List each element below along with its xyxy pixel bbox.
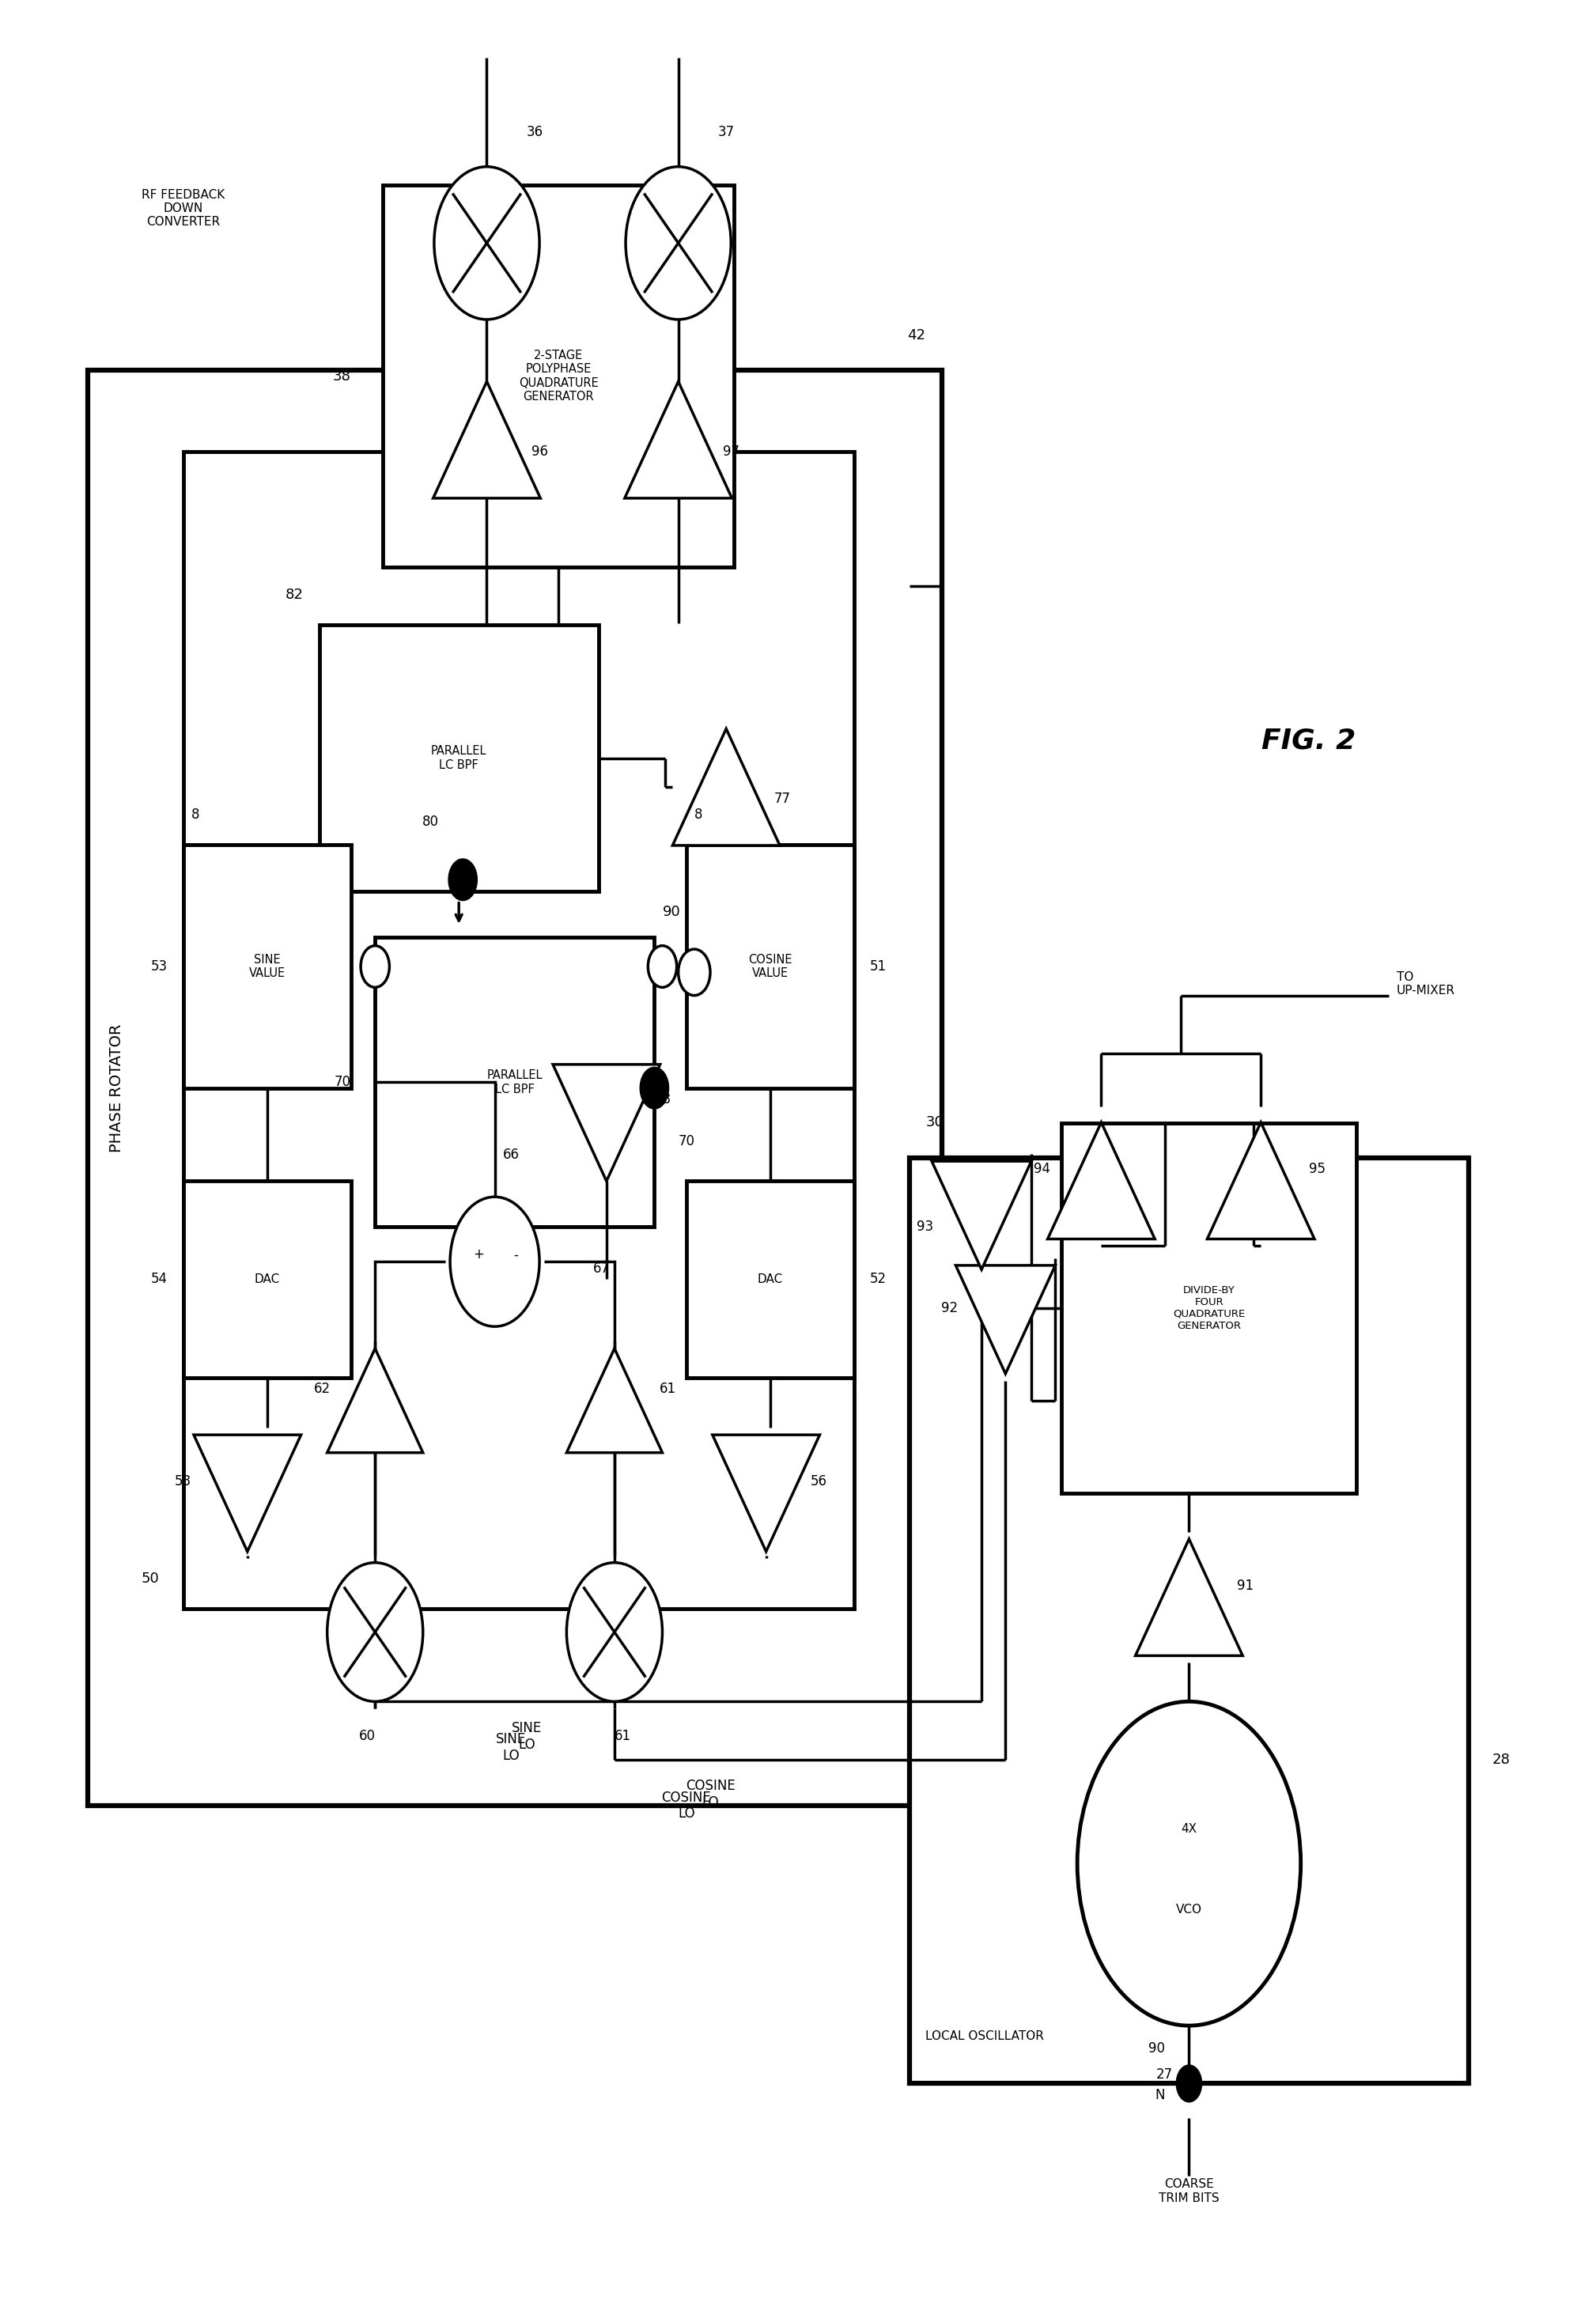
Polygon shape bbox=[672, 729, 780, 845]
Text: 4X: 4X bbox=[1181, 1822, 1197, 1836]
Text: SINE
LO: SINE LO bbox=[512, 1720, 541, 1752]
Text: +: + bbox=[474, 1248, 484, 1262]
Text: 30: 30 bbox=[926, 1116, 943, 1130]
Text: 51: 51 bbox=[870, 958, 886, 975]
Text: 66: 66 bbox=[503, 1148, 519, 1162]
Circle shape bbox=[1176, 2065, 1202, 2102]
Text: 95: 95 bbox=[1309, 1162, 1325, 1176]
Text: 36: 36 bbox=[527, 125, 543, 139]
Text: 61: 61 bbox=[659, 1382, 675, 1396]
Text: COSINE
LO: COSINE LO bbox=[685, 1778, 736, 1810]
Text: 90: 90 bbox=[662, 905, 680, 919]
Circle shape bbox=[648, 947, 677, 989]
Polygon shape bbox=[567, 1347, 662, 1454]
Bar bbox=[686, 845, 854, 1088]
Text: 58: 58 bbox=[176, 1475, 192, 1489]
Polygon shape bbox=[624, 382, 733, 498]
Text: PARALLEL
LC BPF: PARALLEL LC BPF bbox=[431, 745, 487, 771]
Bar bbox=[88, 370, 942, 1806]
Text: VCO: VCO bbox=[1176, 1903, 1202, 1917]
Polygon shape bbox=[327, 1347, 423, 1454]
Circle shape bbox=[448, 859, 477, 901]
Text: 52: 52 bbox=[870, 1271, 886, 1287]
Text: 96: 96 bbox=[531, 444, 547, 458]
Text: COSINE
VALUE: COSINE VALUE bbox=[749, 954, 792, 979]
Bar bbox=[184, 451, 854, 1609]
Text: 38: 38 bbox=[334, 368, 351, 384]
Text: 80: 80 bbox=[423, 815, 439, 829]
Text: 94: 94 bbox=[1034, 1162, 1050, 1176]
Circle shape bbox=[327, 1563, 423, 1702]
Text: LOCAL OSCILLATOR: LOCAL OSCILLATOR bbox=[926, 2030, 1044, 2042]
Text: PARALLEL
LC BPF: PARALLEL LC BPF bbox=[487, 1070, 543, 1095]
Text: -: - bbox=[514, 1248, 517, 1262]
Circle shape bbox=[434, 167, 539, 319]
Text: 42: 42 bbox=[908, 329, 926, 343]
Text: FIG. 2: FIG. 2 bbox=[1261, 727, 1357, 755]
Text: 82: 82 bbox=[286, 588, 303, 602]
Polygon shape bbox=[956, 1266, 1055, 1373]
Bar bbox=[383, 185, 734, 567]
Text: 61: 61 bbox=[614, 1729, 630, 1743]
Polygon shape bbox=[932, 1162, 1031, 1269]
Polygon shape bbox=[1207, 1123, 1315, 1239]
Text: 56: 56 bbox=[811, 1475, 827, 1489]
Text: PHASE ROTATOR: PHASE ROTATOR bbox=[109, 1023, 124, 1153]
Text: 8: 8 bbox=[694, 808, 702, 822]
Text: DIVIDE-BY
FOUR
QUADRATURE
GENERATOR: DIVIDE-BY FOUR QUADRATURE GENERATOR bbox=[1173, 1285, 1245, 1331]
Text: 70: 70 bbox=[678, 1134, 694, 1148]
Text: RF FEEDBACK
DOWN
CONVERTER: RF FEEDBACK DOWN CONVERTER bbox=[142, 188, 225, 229]
Text: N: N bbox=[1156, 2088, 1165, 2102]
Text: 50: 50 bbox=[142, 1572, 160, 1586]
Text: SINE
VALUE: SINE VALUE bbox=[249, 954, 286, 979]
Text: 27: 27 bbox=[1157, 2067, 1173, 2081]
Polygon shape bbox=[1135, 1539, 1243, 1655]
Bar bbox=[375, 938, 654, 1227]
Bar bbox=[686, 1181, 854, 1377]
Text: COSINE
LO: COSINE LO bbox=[661, 1789, 712, 1822]
Polygon shape bbox=[193, 1435, 302, 1551]
Circle shape bbox=[567, 1563, 662, 1702]
Text: 37: 37 bbox=[718, 125, 734, 139]
Text: 54: 54 bbox=[152, 1271, 168, 1287]
Text: 97: 97 bbox=[723, 444, 739, 458]
Text: 62: 62 bbox=[314, 1382, 330, 1396]
Bar bbox=[184, 845, 351, 1088]
Bar bbox=[1061, 1123, 1357, 1493]
Text: COARSE
TRIM BITS: COARSE TRIM BITS bbox=[1159, 2178, 1219, 2204]
Text: SINE
LO: SINE LO bbox=[496, 1732, 525, 1764]
Text: 90: 90 bbox=[1149, 2042, 1165, 2056]
Circle shape bbox=[626, 167, 731, 319]
Circle shape bbox=[361, 947, 389, 989]
Text: 67: 67 bbox=[594, 1262, 610, 1276]
Text: 77: 77 bbox=[774, 792, 790, 806]
Text: DAC: DAC bbox=[758, 1273, 782, 1285]
Polygon shape bbox=[433, 382, 541, 498]
Text: 8: 8 bbox=[192, 808, 200, 822]
Circle shape bbox=[640, 1067, 669, 1109]
Text: 68: 68 bbox=[654, 1093, 670, 1107]
Text: TO
UP-MIXER: TO UP-MIXER bbox=[1396, 970, 1456, 998]
Text: 93: 93 bbox=[918, 1220, 934, 1234]
Text: 70: 70 bbox=[335, 1074, 351, 1090]
Text: 53: 53 bbox=[152, 958, 168, 975]
Text: 28: 28 bbox=[1492, 1752, 1510, 1766]
Circle shape bbox=[450, 1197, 539, 1326]
Bar bbox=[319, 625, 598, 891]
Bar bbox=[184, 1181, 351, 1377]
Text: 60: 60 bbox=[359, 1729, 375, 1743]
Text: DAC: DAC bbox=[255, 1273, 279, 1285]
Polygon shape bbox=[1047, 1123, 1156, 1239]
Polygon shape bbox=[712, 1435, 820, 1551]
Bar bbox=[910, 1158, 1468, 2084]
Text: 2-STAGE
POLYPHASE
QUADRATURE
GENERATOR: 2-STAGE POLYPHASE QUADRATURE GENERATOR bbox=[519, 350, 598, 403]
Text: 91: 91 bbox=[1237, 1579, 1253, 1593]
Polygon shape bbox=[552, 1065, 661, 1181]
Text: 92: 92 bbox=[942, 1301, 958, 1315]
Circle shape bbox=[1077, 1702, 1301, 2026]
Circle shape bbox=[678, 949, 710, 995]
